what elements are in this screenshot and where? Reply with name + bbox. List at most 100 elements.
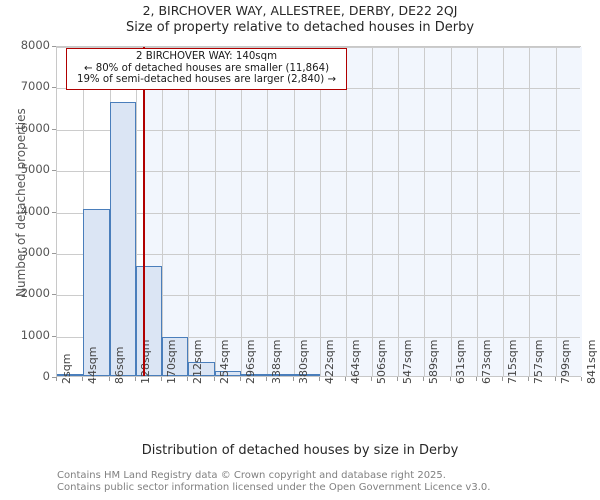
x-tick-label: 589sqm: [427, 339, 441, 384]
plot-area: [56, 46, 582, 377]
histogram-bar: [240, 373, 268, 376]
annotation-line-larger: 19% of semi-detached houses are larger (…: [76, 74, 337, 86]
x-tick-mark: [161, 377, 163, 381]
x-tick-mark: [581, 377, 582, 381]
y-tick-label: 5000: [20, 162, 50, 177]
histogram-bar: [188, 361, 215, 376]
x-tick-mark: [345, 377, 347, 381]
x-gridline: [372, 47, 374, 376]
x-tick-label: 338sqm: [270, 339, 284, 384]
x-gridline: [240, 47, 242, 376]
x-tick-label: 296sqm: [243, 339, 257, 384]
x-tick-label: 631sqm: [453, 339, 467, 384]
x-tick-label: 44sqm: [86, 346, 100, 384]
x-tick-label: 2sqm: [60, 353, 73, 384]
x-gridline: [476, 47, 478, 376]
x-tick-label: 757sqm: [532, 339, 546, 384]
y-tick-label: 0: [42, 369, 50, 383]
x-tick-label: 254sqm: [217, 339, 231, 384]
x-tick-label: 715sqm: [506, 339, 520, 384]
y-tick-label: 7000: [20, 79, 50, 94]
x-gridline: [346, 47, 348, 376]
y-gridline: [57, 171, 580, 173]
y-tick-label: 3000: [20, 244, 50, 259]
histogram-bar: [57, 374, 84, 376]
y-gridline: [57, 212, 580, 214]
x-tick-label: 128sqm: [138, 339, 152, 384]
x-gridline: [214, 47, 216, 376]
x-tick-mark: [239, 377, 241, 381]
histogram-bar: [135, 266, 163, 376]
x-gridline: [135, 47, 137, 376]
x-tick-mark: [292, 377, 294, 381]
x-tick-label: 799sqm: [558, 339, 572, 384]
x-gridline: [188, 47, 190, 376]
x-tick-label: 547sqm: [401, 339, 415, 384]
y-tick-mark: [52, 252, 56, 254]
x-tick-label: 380sqm: [296, 339, 310, 384]
x-gridline: [293, 47, 295, 376]
x-tick-label: 170sqm: [165, 339, 179, 384]
histogram-bar: [83, 209, 110, 376]
x-tick-mark: [528, 377, 530, 381]
footer-line-2: Contains public sector information licen…: [57, 482, 491, 493]
x-tick-mark: [423, 377, 425, 381]
x-tick-mark: [108, 377, 110, 381]
x-axis-label: Distribution of detached houses by size …: [141, 443, 459, 458]
x-tick-mark: [554, 377, 556, 381]
y-tick-label: 8000: [20, 38, 50, 52]
y-gridline: [57, 295, 580, 297]
x-tick-label: 841sqm: [585, 339, 598, 384]
x-tick-mark: [502, 377, 504, 381]
y-tick-mark: [52, 377, 56, 378]
annotation-line-title: 2 BIRCHOVER WAY: 140sqm: [136, 51, 277, 62]
x-tick-mark: [82, 377, 84, 381]
y-tick-mark: [52, 170, 56, 172]
x-tick-mark: [134, 377, 136, 381]
y-tick-label: 2000: [20, 286, 50, 301]
x-tick-mark: [397, 377, 399, 381]
x-gridline: [529, 47, 531, 376]
x-gridline: [424, 47, 426, 376]
y-tick-label: 6000: [20, 120, 50, 135]
y-gridline: [57, 129, 580, 131]
larger-region-shading: [143, 47, 582, 376]
y-tick-mark: [52, 211, 56, 213]
footer-line-1: Contains HM Land Registry data © Crown c…: [57, 470, 446, 481]
histogram-bar: [214, 370, 241, 376]
x-tick-mark: [371, 377, 373, 381]
property-size-marker-line: [143, 47, 145, 376]
attribution-footer: Contains HM Land Registry data © Crown c…: [57, 470, 597, 494]
y-tick-mark: [52, 128, 56, 130]
x-tick-mark: [318, 377, 320, 381]
x-gridline: [162, 47, 164, 376]
x-tick-mark: [449, 377, 451, 381]
x-tick-mark: [187, 377, 189, 381]
x-gridline: [398, 47, 400, 376]
x-gridline: [503, 47, 505, 376]
y-tick-label: 1000: [20, 327, 50, 342]
y-tick-mark: [52, 294, 56, 296]
x-gridline: [450, 47, 452, 376]
x-tick-mark: [56, 377, 57, 381]
y-tick-label: 4000: [20, 203, 50, 218]
x-tick-label: 422sqm: [322, 339, 336, 384]
y-gridline: [57, 253, 580, 255]
x-gridline: [267, 47, 269, 376]
y-gridline: [57, 47, 580, 48]
x-tick-label: 464sqm: [349, 339, 363, 384]
property-annotation-box: 2 BIRCHOVER WAY: 140sqm ← 80% of detache…: [66, 48, 347, 90]
y-axis-label: Number of detached properties: [14, 107, 28, 297]
histogram-bar: [162, 336, 189, 376]
y-tick-mark: [52, 87, 56, 89]
chart-subtitle: Size of property relative to detached ho…: [125, 20, 475, 35]
x-gridline: [555, 47, 557, 376]
x-tick-mark: [266, 377, 268, 381]
y-tick-mark: [52, 335, 56, 337]
x-tick-mark: [213, 377, 215, 381]
histogram-bar: [109, 102, 136, 376]
x-tick-label: 86sqm: [112, 346, 126, 384]
x-gridline: [319, 47, 321, 376]
y-gridline: [57, 336, 580, 338]
